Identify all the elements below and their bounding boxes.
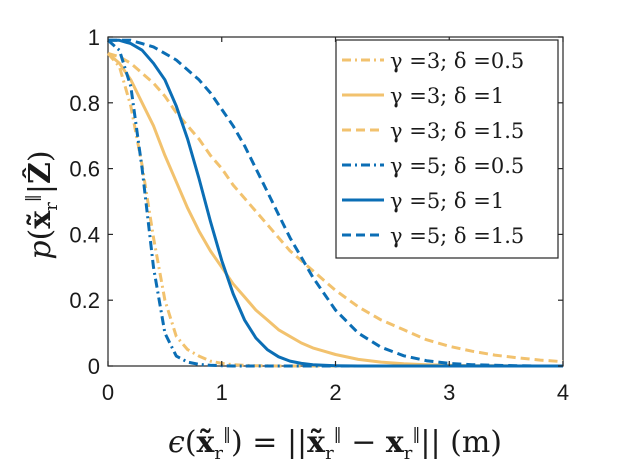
legend-entry-label: γ =3; δ =1.5 [390,119,524,143]
legend-entry-label: γ =5; δ =1.5 [390,224,524,248]
y-tick-label: 1 [88,25,100,50]
x-tick-label: 4 [557,380,569,405]
legend-entry-label: γ =3; δ =1 [390,84,504,108]
y-axis-label: p(x̃r‖|Ẑ) [22,150,62,259]
x-tick-label: 2 [329,380,341,405]
x-axis-label: ϵ(x̃r‖) = ||x̃r‖ − xr‖|| (m) [168,424,502,464]
y-tick-label: 0 [88,354,100,379]
y-tick-label: 0.2 [69,288,100,313]
legend-entry-label: γ =5; δ =0.5 [390,154,524,178]
x-tick-label: 3 [443,380,455,405]
y-tick-label: 0.6 [69,157,100,182]
legend: γ =3; δ =0.5 γ =3; δ =1 γ =3; δ =1.5 γ =5; … [335,39,559,259]
x-tick-label: 1 [216,380,228,405]
legend-entry-label: γ =3; δ =0.5 [390,49,524,73]
axis-ticks: 0 1 2 3 4 0 0.2 0.4 0.6 0.8 1 [69,25,569,405]
y-tick-label: 0.8 [69,91,100,116]
series-line-3 [107,51,564,364]
x-tick-label: 0 [102,380,114,405]
y-tick-label: 0.4 [69,222,100,247]
series-line-6 [108,38,563,368]
legend-box [335,39,559,259]
legend-entry-label: γ =5; δ =1 [390,189,504,213]
